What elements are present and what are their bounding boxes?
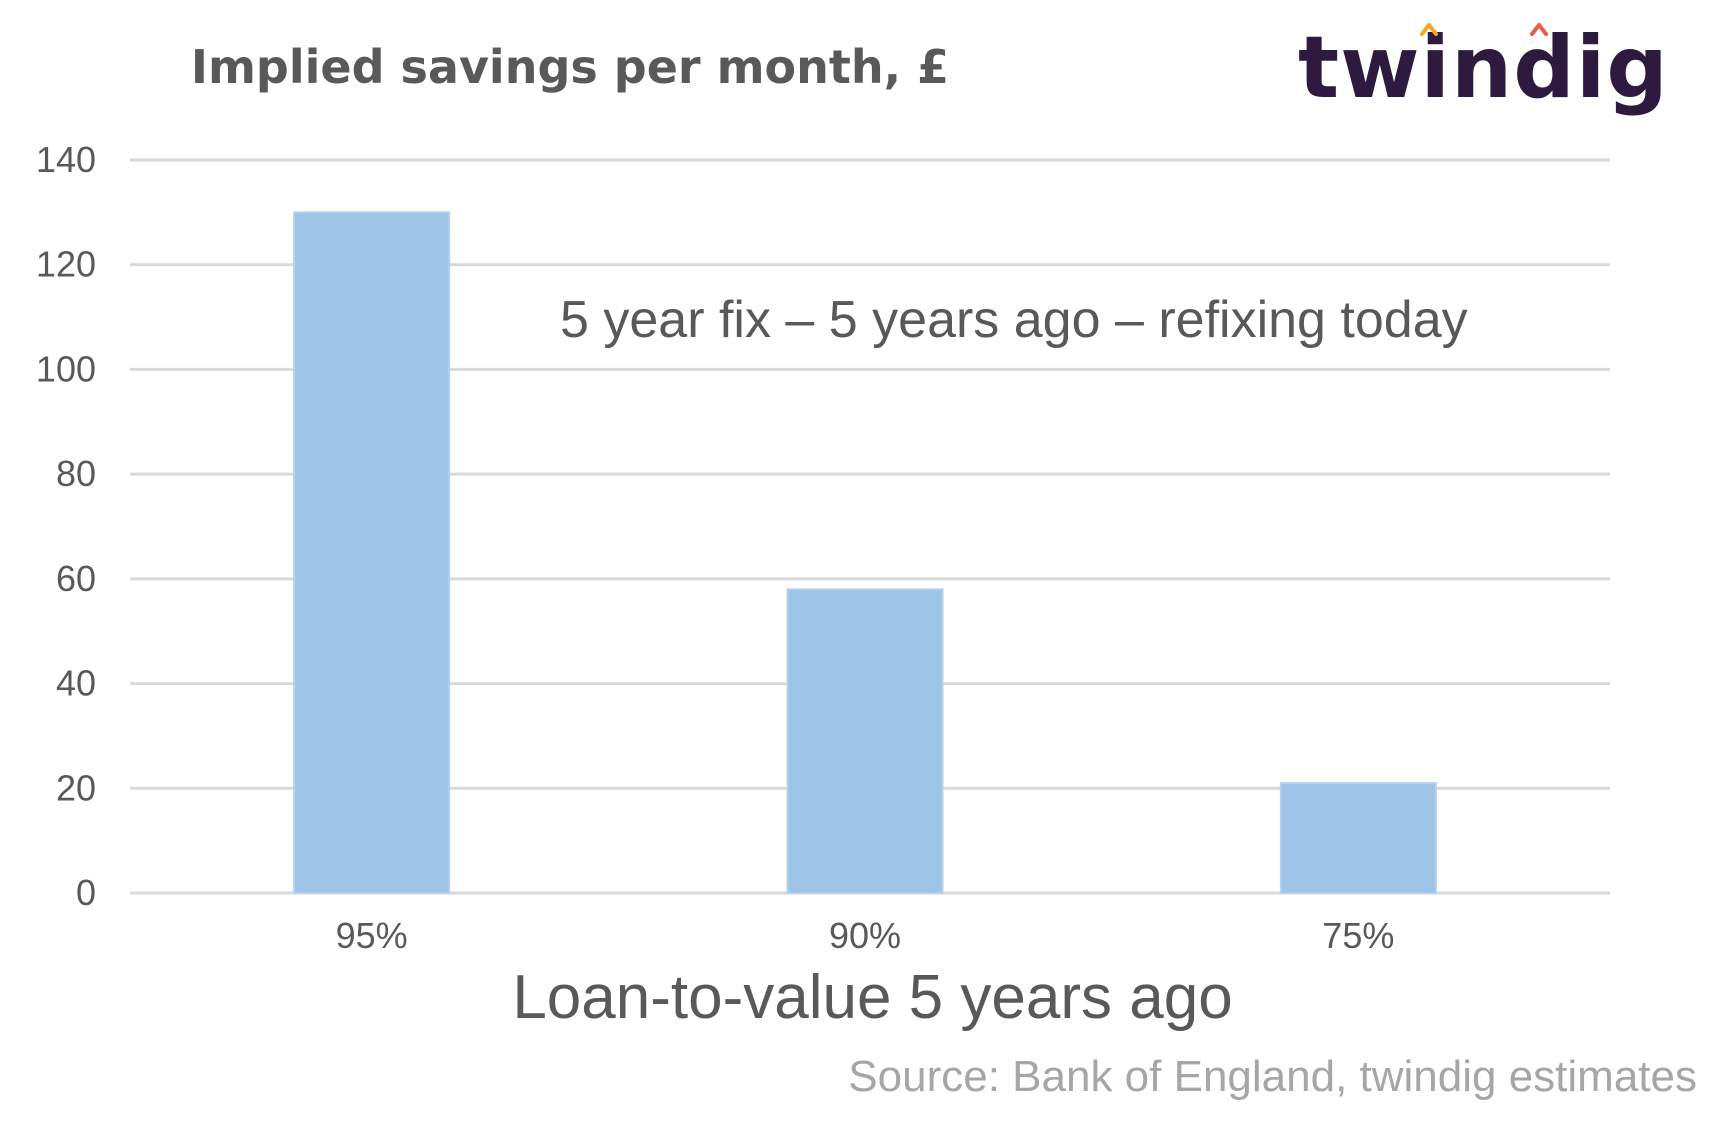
logo-text: twindig [1298,18,1669,118]
chart-title: Implied savings per month, £ [190,40,950,94]
bar-75pct [1279,782,1437,894]
y-tick-label: 60 [56,558,96,599]
bars [293,211,1437,895]
x-tick-label: 95% [336,915,408,956]
y-tick-label: 140 [36,139,96,180]
x-tick-label: 75% [1322,915,1394,956]
y-tick-label: 80 [56,453,96,494]
y-tick-label: 0 [76,872,96,913]
x-tick-label: 90% [829,915,901,956]
twindig-logo: twindig [1298,18,1669,118]
y-tick-label: 120 [36,244,96,285]
y-tick-label: 100 [36,348,96,389]
y-axis-ticks: 0 20 40 60 80 100 120 140 [36,139,96,913]
x-axis-label: Loan-to-value 5 years ago [512,963,1233,1032]
chart-annotation: 5 year fix – 5 years ago – refixing toda… [560,291,1468,349]
logo-hat-icon-1 [1420,23,1438,36]
logo-hat-icon-2 [1530,23,1548,36]
bar-90pct [786,588,944,894]
source-note: Source: Bank of England, twindig estimat… [848,1052,1697,1101]
y-tick-label: 20 [56,767,96,808]
bar-95pct [293,211,451,895]
y-tick-label: 40 [56,663,96,704]
x-axis-ticks: 95% 90% 75% [336,915,1395,956]
